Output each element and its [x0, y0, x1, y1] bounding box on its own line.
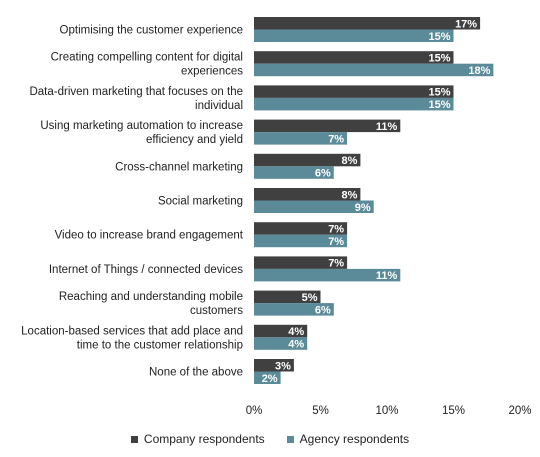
bar-agency-9: [254, 337, 308, 350]
data-label-company-5: 8%: [341, 189, 357, 201]
bar-company-3: [254, 119, 401, 133]
x-tick-label-4: 20%: [508, 405, 531, 417]
category-label-7: Internet of Things / connected devices: [49, 264, 243, 276]
category-label-3: Using marketing automation to increase ef…: [40, 120, 243, 146]
legend-label-company: Company respondents: [143, 432, 265, 446]
x-tick-label-2: 10%: [375, 405, 398, 417]
bar-agency-7: [254, 268, 401, 282]
data-label-company-3: 11%: [376, 121, 398, 133]
data-label-company-4: 8%: [341, 155, 357, 167]
bar-company-2: [254, 85, 454, 98]
bar-agency-5: [254, 200, 374, 213]
bar-agency-8: [254, 303, 334, 316]
legend-item-company: Company respondents: [130, 432, 265, 446]
category-label-9: Location-based services that add place a…: [21, 325, 243, 351]
category-label-4: Cross-channel marketing: [115, 161, 243, 173]
category-label-5: Social marketing: [158, 196, 243, 208]
bar-company-10: [254, 359, 294, 372]
bar-company-7: [254, 256, 348, 269]
data-label-agency-1: 18%: [468, 65, 490, 77]
bar-chart: 17%15%15%18%15%15%11%7%8%6%8%9%7%7%7%11%…: [21, 17, 532, 417]
category-labels: Optimising the customer experience Creati…: [21, 25, 244, 379]
data-label-company-2: 15%: [428, 87, 450, 99]
data-label-company-9: 4%: [288, 326, 304, 338]
x-tick-label-3: 15%: [442, 405, 465, 417]
x-tick-label-0: 0%: [246, 405, 263, 417]
x-tick-label-1: 5%: [312, 405, 329, 417]
bar-company-9: [254, 324, 308, 338]
data-label-company-10: 3%: [275, 360, 291, 372]
bar-company-8: [254, 290, 321, 304]
bar-agency-0: [254, 29, 454, 42]
x-axis-ticks: 0% 5% 10% 15% 20%: [246, 405, 532, 417]
category-label-1: Creating compelling content for digital e…: [51, 52, 244, 78]
bar-company-0: [254, 17, 481, 30]
bar-company-5: [254, 188, 361, 201]
data-label-company-1: 15%: [428, 52, 450, 64]
data-label-agency-0: 15%: [428, 31, 450, 43]
bar-agency-6: [254, 234, 348, 248]
legend-item-agency: Agency respondents: [286, 432, 410, 446]
bar-agency-10: [254, 371, 281, 384]
data-label-company-8: 5%: [302, 292, 318, 304]
data-label-agency-7: 11%: [376, 270, 398, 282]
data-label-agency-2: 15%: [428, 99, 450, 111]
data-label-agency-3: 7%: [328, 133, 344, 145]
data-label-agency-8: 6%: [315, 304, 331, 316]
data-label-agency-4: 6%: [315, 168, 331, 180]
bar-company-6: [254, 222, 348, 235]
category-label-10: None of the above: [149, 367, 243, 379]
category-label-6: Video to increase brand engagement: [55, 230, 244, 242]
bar-agency-4: [254, 166, 334, 179]
category-label-0: Optimising the customer experience: [60, 25, 243, 37]
data-label-agency-9: 4%: [288, 339, 304, 351]
legend-swatch-company: [130, 435, 138, 443]
bar-agency-2: [254, 97, 454, 111]
data-label-agency-6: 7%: [328, 236, 344, 248]
category-label-8: Reaching and understanding mobile custome…: [59, 291, 243, 317]
bar-company-4: [254, 153, 361, 167]
bar-agency-1: [254, 63, 494, 77]
category-label-2: Data-driven marketing that focuses on th…: [29, 86, 243, 112]
data-label-company-7: 7%: [328, 258, 344, 270]
legend-swatch-agency: [286, 435, 294, 443]
bars-group: 17%15%15%18%15%15%11%7%8%6%8%9%7%7%7%11%…: [254, 17, 494, 385]
bar-company-1: [254, 51, 454, 64]
legend-label-agency: Agency respondents: [299, 432, 410, 446]
data-label-company-6: 7%: [328, 223, 344, 235]
legend: Company respondents Agency respondents: [0, 432, 540, 446]
data-label-company-0: 17%: [455, 18, 477, 30]
data-label-agency-10: 2%: [262, 373, 278, 385]
bar-agency-3: [254, 132, 348, 145]
data-label-agency-5: 9%: [355, 202, 371, 214]
